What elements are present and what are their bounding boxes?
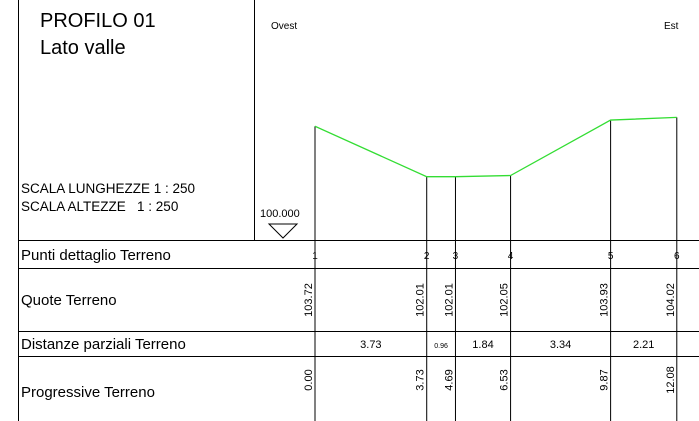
- row-label-points: Punti dettaglio Terreno: [21, 247, 171, 264]
- elevation-value: 103.93: [599, 283, 611, 317]
- partial-distance-value: 3.73: [360, 339, 381, 351]
- terrain-profile-line: [314, 116, 677, 178]
- elevation-value: 102.05: [499, 283, 511, 317]
- point-number: 4: [508, 251, 514, 262]
- direction-east: Est: [664, 21, 679, 32]
- direction-west: Ovest: [271, 21, 297, 32]
- row-label-elevations: Quote Terreno: [21, 292, 117, 309]
- row-label-progressive: Progressive Terreno: [21, 384, 155, 401]
- progressive-value: 0.00: [303, 369, 315, 390]
- point-number: 3: [453, 251, 459, 262]
- scale-lengths: SCALA LUNGHEZZE 1 : 250: [21, 181, 195, 196]
- point-number: 1: [312, 251, 318, 262]
- partial-distance-value: 2.21: [633, 339, 654, 351]
- point-number: 6: [674, 251, 680, 262]
- progressive-value: 9.87: [599, 369, 611, 390]
- point-number: 2: [424, 251, 430, 262]
- profile-layer: 1 2 3 4 5 6 103.72 102.01 102.01 102.05 103.93 104.…: [303, 116, 680, 421]
- progressive-value: 6.53: [499, 369, 511, 390]
- profile-title: PROFILO 01: [40, 10, 156, 32]
- partial-distance-value: 3.34: [550, 339, 571, 351]
- elevation-value: 102.01: [415, 283, 427, 317]
- elevation-value: 103.72: [303, 283, 315, 317]
- elevation-value: 104.02: [665, 283, 677, 317]
- row-label-partial-distances: Distanze parziali Terreno: [21, 336, 186, 353]
- elevation-value: 102.01: [443, 283, 455, 317]
- partial-distance-value: 0.96: [434, 343, 448, 350]
- scale-heights: SCALA ALTEZZE 1 : 250: [21, 199, 178, 214]
- datum-triangle: [267, 223, 299, 239]
- profile-subtitle: Lato valle: [40, 37, 126, 59]
- progressive-value: 3.73: [415, 369, 427, 390]
- point-number: 5: [608, 251, 614, 262]
- datum-label: 100.000: [260, 208, 300, 220]
- partial-distance-value: 1.84: [472, 339, 493, 351]
- progressive-value: 12.08: [665, 366, 677, 394]
- progressive-value: 4.69: [443, 369, 455, 390]
